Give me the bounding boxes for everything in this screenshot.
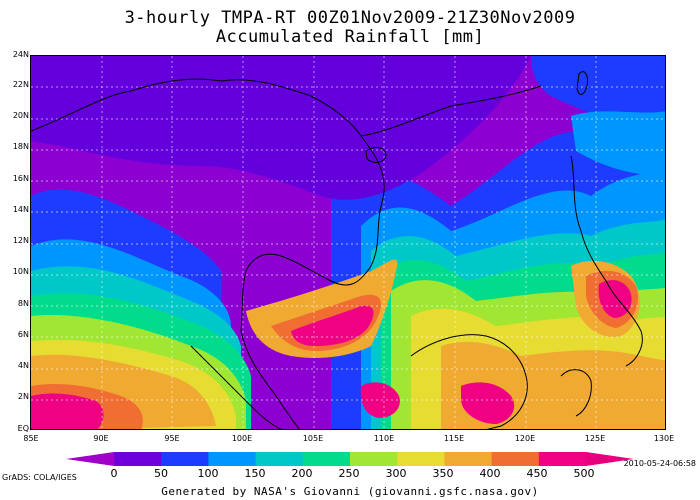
colorbar-label: 500 [573,467,595,480]
lat-label: 18N [12,142,29,151]
colorbar-segment [114,452,162,466]
coast-sulawesi [560,369,592,417]
colorbar-label: 100 [197,467,219,480]
lat-label: 10N [12,267,29,276]
lon-label: 90E [93,434,109,443]
map-title: 3-hourly TMPA-RT 00Z01Nov2009-21Z30Nov20… [124,8,576,28]
lon-label: 130E [653,434,675,443]
lat-label: EQ [17,424,29,433]
colorbar-segment [444,452,493,466]
colorbar-segments [114,452,587,466]
coast-taiwan [576,71,588,95]
field-magenta-south [360,382,400,418]
lon-label: 125E [584,434,606,443]
colorbar-label: 450 [526,467,548,480]
lon-label: 110E [373,434,395,443]
lat-label: 4N [17,361,29,370]
lat-label: 6N [17,330,29,339]
colorbar-segment [302,452,351,466]
colorbar-segment [397,452,445,466]
grads-credit: GrADS: COLA/IGES [2,473,77,482]
colorbar-label: 200 [291,467,313,480]
colorbar [66,452,634,466]
colorbar-segment [161,452,209,466]
colorbar-label: 350 [432,467,454,480]
colorbar-segment [255,452,304,466]
rainfall-map [30,55,666,430]
map-subtitle: Accumulated Rainfall [mm] [215,27,485,47]
lat-label: 16N [12,174,29,183]
field-violet-north [31,56,531,200]
field-cyan-north [571,111,665,176]
colorbar-segment [208,452,257,466]
colorbar-label: 150 [244,467,266,480]
coast-sumatra [190,345,282,429]
lon-label: 95E [164,434,180,443]
colorbar-arrow-left [66,452,114,466]
colorbar-label: 400 [479,467,501,480]
colorbar-label: 250 [338,467,360,480]
field-magenta-phil [598,280,632,318]
footer-credit: Generated by NASA's Giovanni (giovanni.g… [161,485,539,498]
coast-borneo [410,334,528,429]
lon-label: 85E [23,434,39,443]
rainfall-field [31,56,665,429]
lon-label: 120E [514,434,536,443]
colorbar-label: 0 [110,467,118,480]
colorbar-segment [538,452,587,466]
lat-lon-grid [31,56,665,429]
lat-label: 8N [17,299,29,308]
lon-label: 115E [443,434,465,443]
coast-hainan [365,146,387,163]
lat-label: 2N [17,392,29,401]
lon-label: 100E [231,434,253,443]
coast-philippines [570,155,643,367]
timestamp: 2010-05-24-06:58 [623,459,696,468]
coast-china [360,85,542,137]
lat-label: 12N [12,236,29,245]
colorbar-label: 50 [154,467,168,480]
colorbar-segment [491,452,540,466]
lat-label: 24N [12,50,29,59]
coast-indochina [31,78,385,429]
coastlines [31,71,643,429]
field-magenta-west [31,393,104,429]
lat-label: 20N [12,111,29,120]
lat-label: 14N [12,205,29,214]
field-magenta-southeast [461,382,515,424]
lat-label: 22N [12,80,29,89]
colorbar-label: 300 [385,467,407,480]
colorbar-arrow-right [586,452,634,466]
rainfall-map-svg [31,56,665,429]
field-magenta-gulf [291,305,374,346]
lon-label: 105E [302,434,324,443]
colorbar-segment [350,452,398,466]
